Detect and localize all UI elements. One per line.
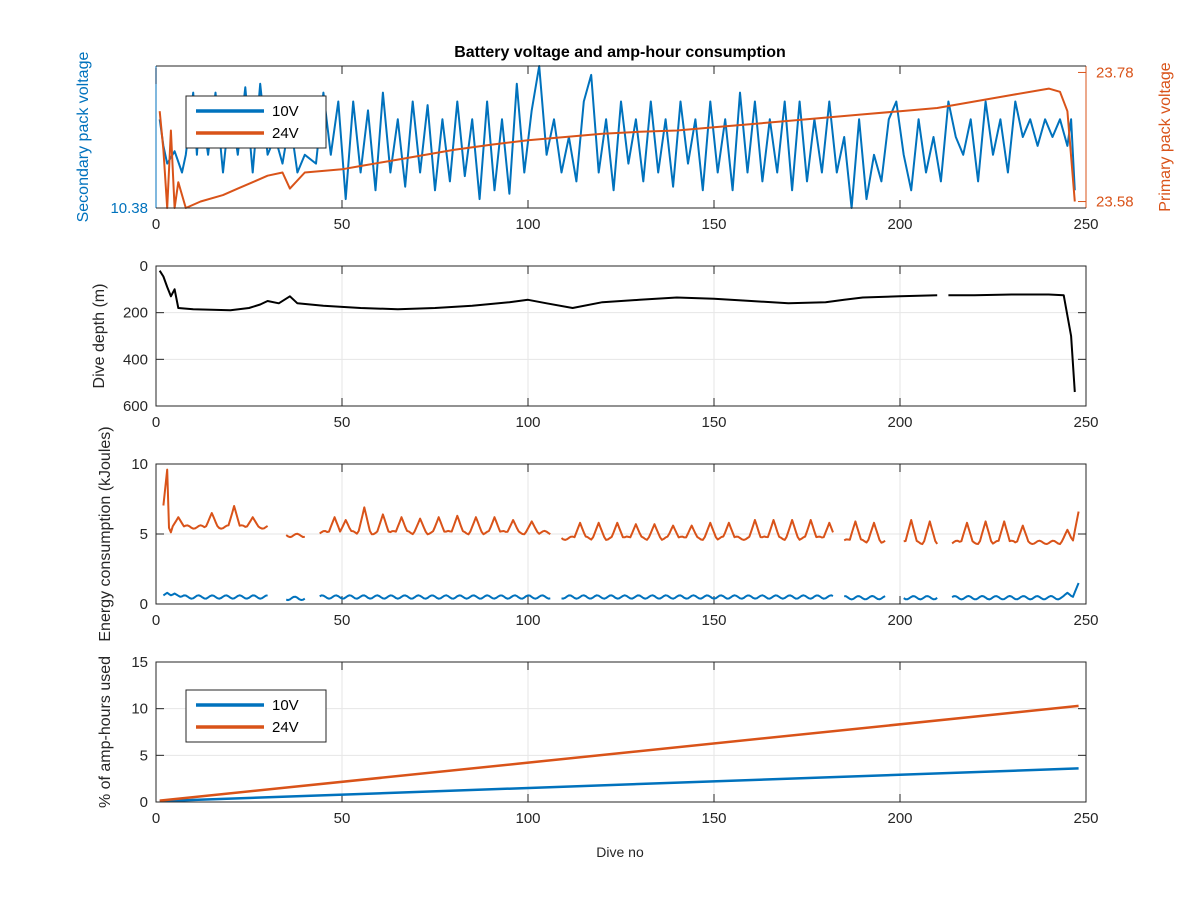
energy-orange-segment bbox=[843, 520, 886, 544]
y-axis-label: Energy consumption (kJoules) bbox=[97, 426, 114, 641]
y-tick-label: 0 bbox=[140, 258, 148, 275]
x-tick-label: 200 bbox=[887, 612, 912, 629]
legend-label: 10V bbox=[272, 697, 299, 714]
y-tick-label: 10 bbox=[131, 701, 148, 718]
axes-box bbox=[155, 463, 1087, 605]
y-tick-label: 200 bbox=[123, 305, 148, 322]
x-tick-label: 100 bbox=[515, 414, 540, 431]
y-tick-label: 600 bbox=[123, 398, 148, 415]
axes-dive-depth: 0 50 100 150 200 250 0 200 400 600 Dive depth (m) bbox=[91, 258, 1099, 431]
x-tick-label: 0 bbox=[152, 612, 160, 629]
x-tick-label: 100 bbox=[515, 810, 540, 827]
right-tick-label: 23.78 bbox=[1096, 64, 1134, 81]
y-tick-label: 5 bbox=[140, 526, 148, 543]
y-tick-label: 10 bbox=[131, 456, 148, 473]
axes-energy-consumption: 0 50 100 150 200 250 0 5 10 Energy consumption (k… bbox=[97, 426, 1099, 641]
energy-orange-segment bbox=[951, 511, 1080, 546]
x-tick-label: 250 bbox=[1073, 810, 1098, 827]
axes-amp-hours-used: 0 50 100 150 200 250 0 5 10 15 % of amp-hours used… bbox=[97, 654, 1099, 827]
x-tick-label: 200 bbox=[887, 216, 912, 233]
axes-voltage: 0 50 100 150 200 250 10.38 23.58 23.78 Secondary … bbox=[75, 52, 1174, 233]
x-tick-label: 100 bbox=[515, 612, 540, 629]
series-24v-line bbox=[158, 87, 1076, 209]
energy-blue-segment bbox=[285, 595, 306, 602]
legend-box bbox=[185, 689, 327, 743]
energy-orange-segment bbox=[903, 519, 939, 546]
x-tick-label: 250 bbox=[1073, 216, 1098, 233]
y-axis-label: % of amp-hours used bbox=[97, 656, 114, 808]
y-axis-label: Dive depth (m) bbox=[91, 284, 108, 389]
energy-blue-segment bbox=[844, 595, 886, 601]
x-tick-label: 100 bbox=[515, 216, 540, 233]
y-tick-label: 400 bbox=[123, 351, 148, 368]
legend-label: 24V bbox=[272, 719, 299, 736]
energy-orange-segment bbox=[319, 506, 551, 536]
right-tick-label: 23.58 bbox=[1096, 194, 1134, 211]
dive-depth-line bbox=[158, 270, 1076, 393]
y-tick-label: 5 bbox=[140, 747, 148, 764]
legend-label: 24V bbox=[272, 125, 299, 142]
x-tick-label: 150 bbox=[701, 216, 726, 233]
x-tick-label: 150 bbox=[701, 810, 726, 827]
x-tick-label: 0 bbox=[152, 414, 160, 431]
legend-box bbox=[185, 95, 327, 149]
energy-orange-segment bbox=[285, 532, 305, 539]
energy-blue-segment bbox=[162, 591, 268, 600]
x-tick-label: 150 bbox=[701, 612, 726, 629]
x-tick-label: 0 bbox=[152, 810, 160, 827]
y-axis-label: Primary pack voltage bbox=[1157, 62, 1174, 211]
energy-blue-segment bbox=[903, 595, 938, 601]
energy-blue-segment bbox=[951, 582, 1080, 601]
energy-orange-segment bbox=[162, 468, 269, 534]
x-tick-label: 150 bbox=[701, 414, 726, 431]
x-tick-label: 250 bbox=[1073, 414, 1098, 431]
figure-title: Battery voltage and amp-hour consumption bbox=[454, 44, 786, 61]
amp-hours-10V-line bbox=[159, 767, 1079, 803]
x-tick-label: 200 bbox=[887, 414, 912, 431]
x-tick-label: 0 bbox=[152, 216, 160, 233]
energy-orange-segment bbox=[560, 519, 834, 541]
energy-blue-segment bbox=[319, 594, 551, 600]
x-tick-label: 50 bbox=[334, 810, 351, 827]
amp-hours-24V-line bbox=[159, 704, 1079, 802]
axes-box bbox=[155, 265, 1087, 407]
x-tick-label: 200 bbox=[887, 810, 912, 827]
y-tick-label: 0 bbox=[140, 596, 148, 613]
x-tick-label: 250 bbox=[1073, 612, 1098, 629]
left-tick-label: 10.38 bbox=[110, 200, 148, 217]
x-axis-label: Dive no bbox=[596, 844, 644, 860]
x-tick-label: 50 bbox=[334, 216, 351, 233]
energy-blue-segment bbox=[561, 594, 834, 600]
axes-box bbox=[155, 661, 1087, 803]
series-10v-line bbox=[158, 65, 1076, 209]
legend-label: 10V bbox=[272, 103, 299, 120]
x-tick-label: 50 bbox=[334, 612, 351, 629]
x-tick-label: 50 bbox=[334, 414, 351, 431]
y-axis-label: Secondary pack voltage bbox=[75, 52, 92, 223]
y-tick-label: 15 bbox=[131, 654, 148, 671]
y-tick-label: 0 bbox=[140, 794, 148, 811]
